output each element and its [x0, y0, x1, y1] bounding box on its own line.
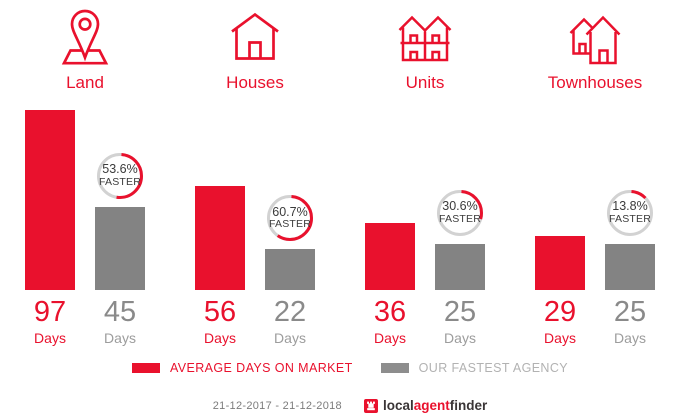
avg-days-value: 56 Days: [195, 296, 245, 347]
logo-text: localagentfinder: [382, 398, 488, 413]
faster-badge-land: 53.6% FASTER: [96, 152, 144, 200]
units-duplex-icon: [340, 6, 510, 68]
avg-days-number: 36: [373, 296, 407, 328]
days-unit-label: Days: [544, 330, 576, 347]
days-unit-label: Days: [374, 330, 406, 347]
badge-ring-icon: [607, 189, 653, 236]
fastest-agency-bar-townhouses: [605, 243, 655, 290]
badge-percent: 13.8%: [612, 199, 648, 214]
avg-days-bar-units: [365, 223, 415, 290]
avg-days-value: 36 Days: [365, 296, 415, 347]
days-unit-label: Days: [444, 330, 476, 347]
badge-ring-icon: [437, 189, 483, 236]
fastest-days-value: 25 Days: [435, 296, 485, 347]
days-unit-label: Days: [104, 330, 136, 347]
category-column-units: Units 30.6% FASTER 36 Days 25: [340, 0, 510, 347]
rook-logo-icon: [363, 398, 378, 413]
category-column-townhouses: Townhouses 13.8% FASTER 29 Days 25: [510, 0, 680, 347]
fastest-days-number: 25: [443, 296, 477, 328]
fastest-days-value: 25 Days: [605, 296, 655, 347]
badge-text: 53.6% FASTER: [96, 152, 144, 200]
bar-group-townhouses: 13.8% FASTER: [510, 0, 680, 290]
days-unit-label: Days: [274, 330, 306, 347]
avg-days-number: 56: [203, 296, 237, 328]
days-unit-label: Days: [204, 330, 236, 347]
badge-sublabel: FASTER: [438, 212, 482, 225]
fastest-days-number: 45: [103, 296, 137, 328]
badge-text: 60.7% FASTER: [266, 194, 314, 242]
legend-swatch-red: [131, 363, 160, 373]
category-column-houses: Houses 60.7% FASTER 56 Days 22: [170, 0, 340, 347]
category-label-land: Land: [66, 73, 104, 92]
legend-label-fastest-agency: OUR FASTEST AGENCY: [418, 361, 569, 375]
land-map-pin-icon: [0, 6, 170, 68]
legend-item-average-days: AVERAGE DAYS ON MARKET: [131, 361, 353, 375]
fastest-days-value: 22 Days: [265, 296, 315, 347]
badge-percent: 60.7%: [272, 204, 308, 219]
fastest-agency-bar-houses: [265, 249, 315, 290]
fastest-days-number: 22: [273, 296, 307, 328]
date-range: 21-12-2017 - 21-12-2018: [212, 399, 342, 412]
badge-sublabel: FASTER: [268, 218, 312, 231]
faster-badge-townhouses: 13.8% FASTER: [606, 189, 654, 237]
chart-legend: AVERAGE DAYS ON MARKET OUR FASTEST AGENC…: [0, 361, 700, 375]
badge-sublabel: FASTER: [98, 175, 142, 188]
fastest-agency-bar-units: [435, 243, 485, 290]
faster-badge-houses: 60.7% FASTER: [266, 194, 314, 242]
badge-sublabel: FASTER: [608, 212, 652, 225]
houses-house-icon: [170, 6, 340, 68]
avg-days-bar-land: [25, 110, 75, 290]
chart-footer: 21-12-2017 - 21-12-2018 localagentfinder: [0, 398, 700, 413]
fastest-agency-bar-land: [95, 206, 145, 290]
legend-label-average-days: AVERAGE DAYS ON MARKET: [169, 361, 353, 375]
townhouses-icon: [510, 6, 680, 68]
avg-days-value: 97 Days: [25, 296, 75, 347]
bar-group-houses: 60.7% FASTER: [170, 0, 340, 290]
category-label-units: Units: [405, 73, 445, 92]
avg-days-bar-townhouses: [535, 236, 585, 290]
category-label-houses: Houses: [226, 73, 284, 92]
bar-group-land: 53.6% FASTER: [0, 0, 170, 290]
legend-swatch-gray: [380, 363, 409, 373]
avg-days-bar-houses: [195, 186, 245, 290]
badge-ring-icon: [267, 195, 313, 242]
fastest-days-value: 45 Days: [95, 296, 145, 347]
badge-percent: 30.6%: [442, 199, 478, 214]
days-unit-label: Days: [614, 330, 646, 347]
localagentfinder-logo: localagentfinder: [363, 398, 488, 413]
bar-group-units: 30.6% FASTER: [340, 0, 510, 290]
category-label-townhouses: Townhouses: [547, 73, 643, 92]
legend-item-fastest-agency: OUR FASTEST AGENCY: [380, 361, 569, 375]
avg-days-value: 29 Days: [535, 296, 585, 347]
avg-days-number: 97: [33, 296, 67, 328]
days-unit-label: Days: [34, 330, 66, 347]
avg-days-number: 29: [543, 296, 577, 328]
badge-text: 30.6% FASTER: [436, 189, 484, 237]
badge-text: 13.8% FASTER: [606, 189, 654, 237]
badge-percent: 53.6%: [102, 162, 138, 177]
fastest-days-number: 25: [613, 296, 647, 328]
badge-ring-icon: [97, 152, 143, 199]
faster-badge-units: 30.6% FASTER: [436, 189, 484, 237]
category-column-land: Land 53.6% FASTER 97 Days 45: [0, 0, 170, 347]
